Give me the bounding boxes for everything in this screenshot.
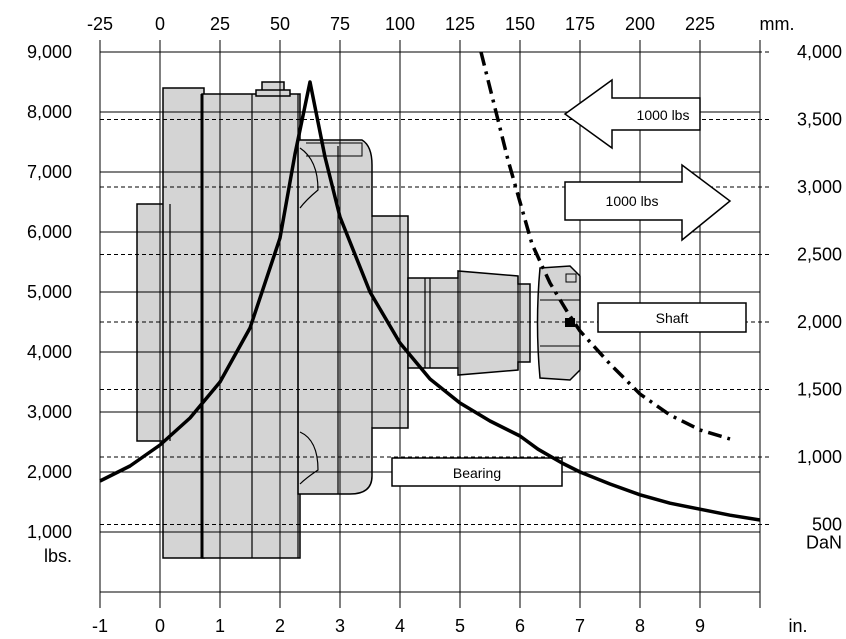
bearing-label: Bearing: [453, 465, 501, 481]
arrow-right-load: [564, 163, 732, 242]
x-bottom-tick-label: 6: [515, 616, 525, 636]
x-top-tick-label: 225: [685, 14, 715, 34]
hub-seal-bottom: [299, 431, 319, 485]
y-right-unit-label: DaN: [806, 533, 842, 553]
hub-bearing-housing: [297, 139, 409, 495]
series-lines: [99, 51, 761, 522]
y-left-tick-label: 7,000: [27, 162, 72, 182]
y-left-tick-label: 4,000: [27, 342, 72, 362]
y-left-tick-label: 3,000: [27, 402, 72, 422]
bearing-box: [391, 457, 563, 487]
x-top-tick-label: 125: [445, 14, 475, 34]
x-bottom-unit-label: in.: [788, 616, 807, 636]
x-bottom-tick-label: 0: [155, 616, 165, 636]
x-bottom-tick-label: 8: [635, 616, 645, 636]
x-top-tick-label: 150: [505, 14, 535, 34]
y-left-tick-label: 2,000: [27, 462, 72, 482]
x-bottom-tick-label: 9: [695, 616, 705, 636]
y-right-tick-label: 2,000: [797, 312, 842, 332]
shaft-box: [597, 302, 747, 333]
y-left-tick-label: 9,000: [27, 42, 72, 62]
x-bottom-tick-label: 4: [395, 616, 405, 636]
hub-seal-top: [299, 147, 319, 209]
hub-brake-drum: [162, 87, 205, 559]
y-right-tick-label: 500: [812, 515, 842, 535]
x-bottom-tick-label: 5: [455, 616, 465, 636]
x-top-tick-label: 75: [330, 14, 350, 34]
x-top-unit-label: mm.: [760, 14, 795, 34]
shaft-label: Shaft: [656, 310, 689, 326]
y-left-tick-label: 1,000: [27, 522, 72, 542]
y-left-tick-label: 6,000: [27, 222, 72, 242]
hub-top-cap-base: [255, 89, 291, 97]
hub-nut-slot: [565, 273, 577, 283]
y-right-tick-label: 4,000: [797, 42, 842, 62]
hub-housing-ridge: [306, 142, 363, 157]
x-bottom-tick-label: 1: [215, 616, 225, 636]
arrow-right-label: 1000 lbs: [606, 193, 659, 209]
y-right-tick-label: 1,000: [797, 447, 842, 467]
arrow-left-label: 1000 lbs: [637, 107, 690, 123]
x-bottom-tick-label: 3: [335, 616, 345, 636]
x-top-tick-label: -25: [87, 14, 113, 34]
x-top-tick-label: 50: [270, 14, 290, 34]
y-right-tick-label: 1,500: [797, 380, 842, 400]
x-bottom-tick-label: 7: [575, 616, 585, 636]
x-top-tick-label: 200: [625, 14, 655, 34]
y-left-tick-label: 8,000: [27, 102, 72, 122]
series-line-bearing: [99, 80, 761, 522]
y-left-unit-label: lbs.: [44, 546, 72, 566]
y-right-tick-label: 3,000: [797, 177, 842, 197]
arrow-left-load: [563, 78, 701, 150]
axis-labels: -1 0 1 2 3 4 5 6 7 8 9 in. -25 0 25 50 75 100 125 150 175 200…: [27, 14, 842, 636]
y-right-tick-label: 3,500: [797, 110, 842, 130]
x-top-tick-label: 0: [155, 14, 165, 34]
hub-spindle: [407, 270, 531, 376]
y-left-tick-label: 5,000: [27, 282, 72, 302]
y-right-tick-label: 2,500: [797, 245, 842, 265]
x-bottom-tick-label: 2: [275, 616, 285, 636]
x-top-tick-label: 175: [565, 14, 595, 34]
x-top-tick-label: 25: [210, 14, 230, 34]
x-top-tick-label: 100: [385, 14, 415, 34]
x-bottom-tick-label: -1: [92, 616, 108, 636]
callouts: 1000 lbs 1000 lbs Shaft Bearing: [391, 78, 747, 487]
